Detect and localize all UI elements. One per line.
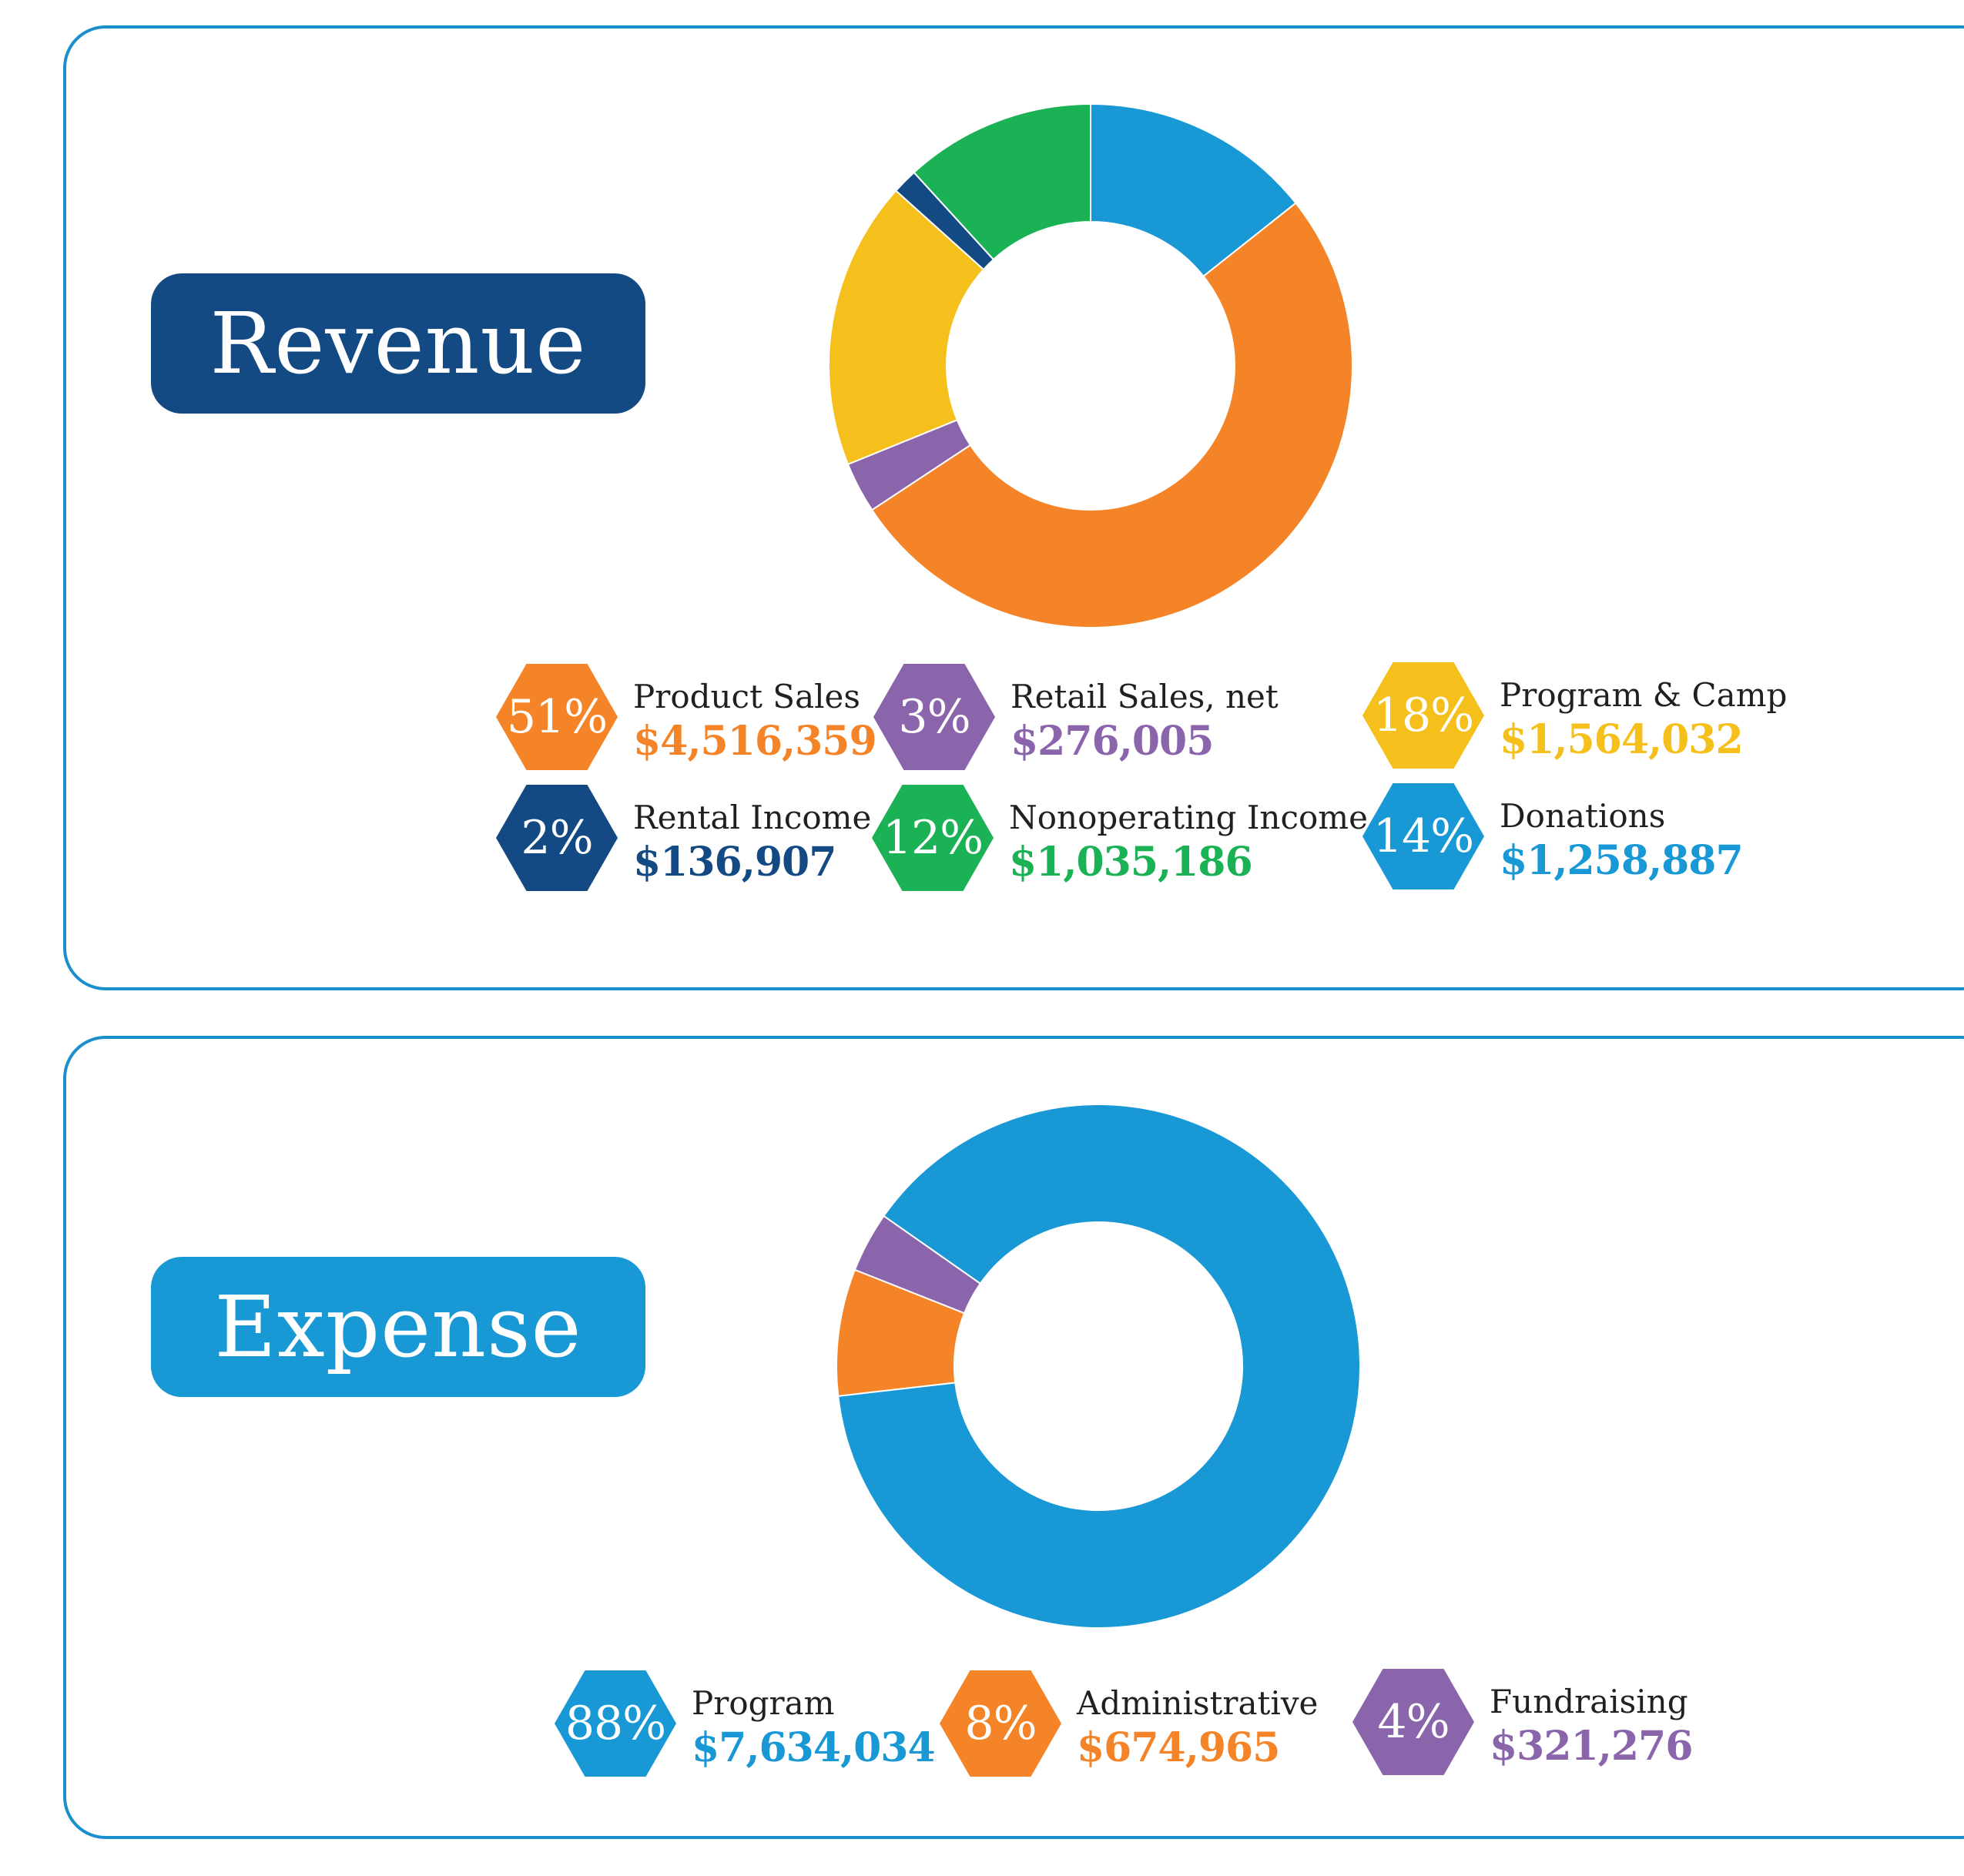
legend-label: Fundraising (1490, 1683, 1688, 1720)
hexagon-badge: 14% (1362, 783, 1484, 889)
legend-label: Donations (1500, 797, 1666, 835)
legend-item-product-sales: 51% Product Sales $4,516,359 (496, 664, 974, 772)
legend-amount: $276,005 (1010, 718, 1214, 765)
legend-amount: $1,035,186 (1009, 839, 1253, 886)
expense-slice-fundraising (853, 1214, 982, 1315)
legend-label: Retail Sales, net (1010, 678, 1279, 715)
legend-percent: 88% (565, 1697, 666, 1750)
legend-amount: $674,965 (1077, 1724, 1280, 1771)
expense-donut-chart (836, 1104, 1361, 1629)
hexagon-badge: 12% (872, 785, 994, 891)
hexagon-badge: 8% (940, 1670, 1061, 1777)
legend-item-nonoperating-income: 12% Nonoperating Income $1,035,186 (872, 785, 1368, 893)
legend-item-fundraising: 4% Fundraising $321,276 (1352, 1669, 1830, 1777)
legend-label: Product Sales (633, 678, 860, 715)
legend-amount: $321,276 (1490, 1723, 1693, 1770)
legend-percent: 3% (898, 690, 970, 744)
legend-item-rental-income: 2% Rental Income $136,907 (496, 785, 974, 893)
legend-percent: 12% (882, 811, 984, 865)
legend-item-program: 88% Program $7,634,034 (555, 1670, 1032, 1778)
revenue-slice-nonoperating-income (913, 102, 1091, 261)
legend-amount: $1,258,887 (1500, 837, 1744, 884)
hexagon-badge: 3% (873, 664, 995, 770)
legend-amount: $136,907 (633, 839, 836, 886)
hexagon-badge: 2% (496, 785, 618, 891)
legend-percent: 51% (506, 690, 608, 744)
hexagon-badge: 51% (496, 664, 618, 770)
expense-slice-program (837, 1104, 1361, 1629)
revenue-donut-chart (828, 102, 1353, 628)
legend-percent: 8% (964, 1697, 1037, 1750)
legend-amount: $7,634,034 (692, 1724, 936, 1771)
legend-label: Rental Income (633, 799, 872, 836)
legend-amount: $1,564,032 (1500, 716, 1744, 763)
legend-percent: 14% (1372, 809, 1474, 863)
expense-panel: Expense 88% Program $7,634,034 8% Admini… (63, 1036, 1964, 1839)
revenue-slice-program-camp (828, 189, 985, 466)
expense-title: Expense (151, 1257, 645, 1397)
legend-percent: 4% (1377, 1695, 1450, 1749)
legend-label: Program (692, 1684, 835, 1722)
legend-item-program-camp: 18% Program & Camp $1,564,032 (1362, 662, 1840, 770)
legend-label: Program & Camp (1500, 676, 1788, 714)
legend-item-administrative: 8% Administrative $674,965 (940, 1670, 1417, 1778)
legend-percent: 18% (1372, 688, 1474, 742)
legend-item-donations: 14% Donations $1,258,887 (1362, 783, 1840, 891)
revenue-slice-donations (1090, 102, 1297, 278)
hexagon-badge: 88% (555, 1670, 676, 1777)
revenue-panel: Revenue 51% Product Sales $4,516,359 3% … (63, 25, 1964, 990)
legend-label: Administrative (1077, 1684, 1319, 1722)
revenue-slice-product-sales (870, 202, 1353, 628)
legend-percent: 2% (521, 811, 593, 865)
legend-label: Nonoperating Income (1009, 799, 1368, 836)
legend-item-retail-sales: 3% Retail Sales, net $276,005 (873, 664, 1351, 772)
hexagon-badge: 18% (1362, 662, 1484, 769)
legend-amount: $4,516,359 (633, 718, 877, 765)
hexagon-badge: 4% (1352, 1669, 1474, 1775)
revenue-title: Revenue (151, 273, 645, 414)
